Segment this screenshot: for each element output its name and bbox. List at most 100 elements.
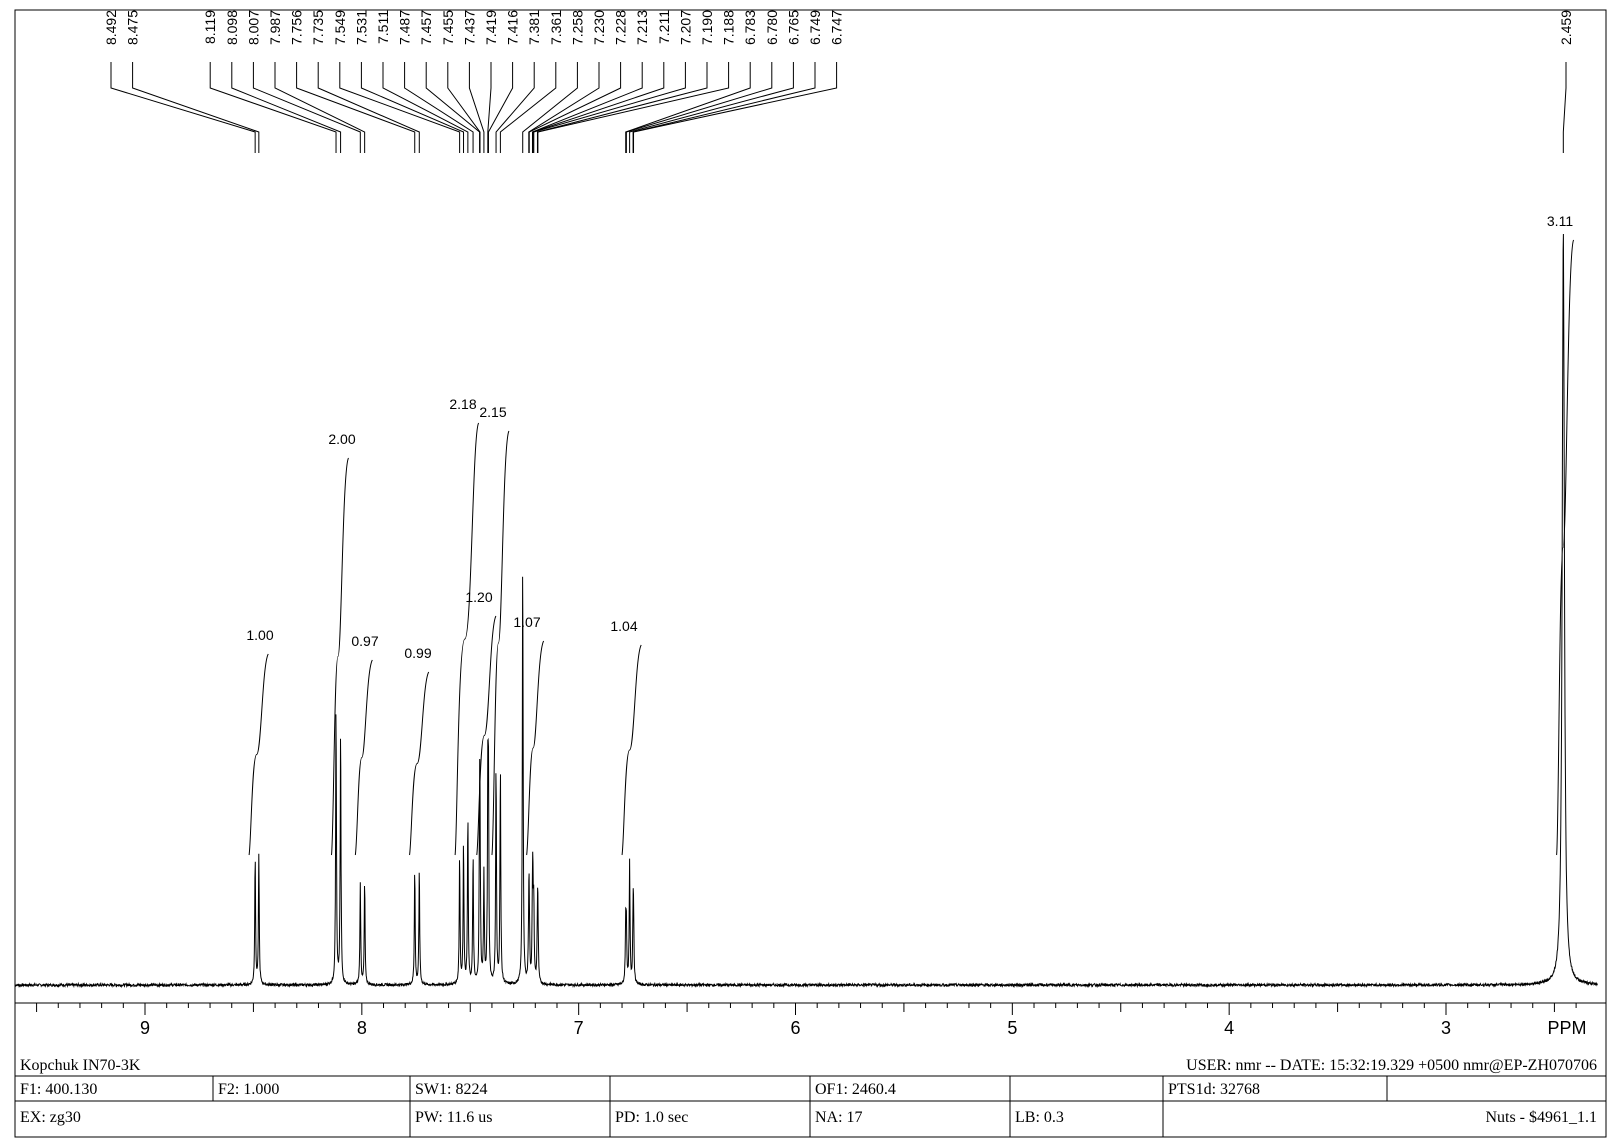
peak-shift-label: 7.258 [569,10,585,45]
integral-curve [454,422,480,856]
x-tick-label: 3 [1441,1018,1451,1038]
integral-curve [409,671,430,856]
param-of1: OF1: 2460.4 [815,1081,896,1098]
peak-shift-label: 7.213 [634,10,650,45]
param-f1: F1: 400.130 [20,1081,97,1098]
peak-leader-line [522,62,578,153]
param-nuts: Nuts - $4961_1.1 [1485,1109,1597,1126]
integral-curve [330,457,349,856]
x-tick-label: 9 [140,1018,150,1038]
peak-leader-line [528,62,600,153]
peak-leader-line [317,62,420,153]
peak-leader-line [532,62,665,153]
peak-shift-label: 8.475 [125,10,141,45]
peak-shift-label: 7.381 [526,10,542,45]
peak-leader-line [296,62,416,153]
peak-leader-line [536,62,708,153]
peak-leader-line [487,62,492,153]
peak-shift-label: 7.457 [418,10,434,45]
integral-curve [354,659,373,856]
peak-shift-label: 2.459 [1558,10,1574,45]
param-sw1: SW1: 8224 [415,1081,487,1098]
peak-leader-line [274,62,366,153]
peak-shift-label: 7.511 [375,10,391,44]
peak-leader-line [404,62,474,153]
peak-shift-label: 7.188 [721,10,737,45]
peak-shift-label: 7.416 [505,10,521,45]
peak-leader-line [468,62,485,153]
integral-value-label: 2.18 [449,396,476,412]
integral-value-label: 1.20 [465,589,492,605]
x-tick-label: 6 [790,1018,800,1038]
acquisition-footer: Kopchuk IN70-3K USER: nmr -- DATE: 15:32… [14,1057,1607,1137]
peak-leader-line [487,62,514,153]
integral-value-label: 1.00 [246,627,273,643]
peak-shift-label: 6.765 [785,10,801,45]
peak-leader-line [632,62,816,153]
peak-shift-label: 8.098 [224,10,240,45]
peak-shift-label: 8.007 [245,10,261,45]
peak-leader-line [537,62,730,153]
peak-leader-line [110,62,256,153]
x-tick-label: 7 [574,1018,584,1038]
peak-leader-line [339,62,461,153]
peak-shift-label: 7.419 [483,10,499,45]
integral-curve [248,653,269,856]
peak-leader-line [625,62,751,153]
peak-leader-line [495,62,535,153]
integral-value-label: 2.15 [479,404,506,420]
peak-leader-line [360,62,465,153]
x-tick-label: 8 [357,1018,367,1038]
peak-shift-label: 7.549 [332,10,348,45]
param-f2: F2: 1.000 [218,1081,279,1098]
peak-leader-line [252,62,361,153]
peak-labels: 8.492 8.475 8.119 8.098 8.007 7.987 7.756 7.735… [103,10,1574,153]
peak-shift-label: 7.190 [699,10,715,45]
peak-shift-label: 7.211 [656,10,672,44]
peak-shift-label: 7.437 [461,10,477,45]
peak-shift-label: 7.735 [310,10,326,45]
x-axis: 9 8 7 6 5 4 3 [15,1002,1606,1038]
peak-shift-label: 7.361 [548,10,564,45]
integral-value-label: 2.00 [328,431,355,447]
peak-leader-line [132,62,260,153]
integral-curve [476,615,497,856]
peak-shift-label: 6.780 [764,10,780,45]
spectrum-trace [14,233,1598,989]
integral-value-label: 1.04 [610,618,637,634]
peak-shift-label: 7.207 [677,10,693,45]
peak-leader-line [1562,62,1567,153]
integral-curve [491,430,510,856]
peak-leader-line [209,62,337,153]
peak-leader-line [528,62,622,153]
peak-shift-label: 6.747 [829,10,845,45]
integral-value-label: 3.11 [1547,213,1573,229]
peak-shift-label: 8.492 [103,10,119,45]
param-pd: PD: 1.0 sec [615,1109,688,1126]
param-lb: LB: 0.3 [1015,1109,1064,1126]
peak-leader-line [231,62,342,153]
peak-shift-label: 7.455 [440,10,456,45]
peak-leader-line [633,62,838,153]
peak-shift-label: 7.230 [591,10,607,45]
peak-leader-line [533,62,686,153]
integral-value-label: 0.99 [404,645,431,661]
peak-leader-line [499,62,557,153]
integral-curve [526,640,545,856]
peak-shift-label: 8.119 [202,10,218,44]
x-tick-label: 4 [1224,1018,1234,1038]
param-pts1d: PTS1d: 32768 [1168,1081,1260,1098]
x-axis-unit-label: PPM [1547,1018,1586,1038]
param-na: NA: 17 [815,1109,863,1126]
peak-leader-line [447,62,481,153]
peak-shift-label: 7.531 [353,10,369,45]
param-ex: EX: zg30 [20,1109,81,1126]
peak-leader-line [629,62,794,153]
peak-shift-label: 7.487 [397,10,413,45]
integral-curves: 1.00 2.00 0.97 0.99 2.18 1.20 2.15 1.07 1.04 3.11 [246,213,1575,856]
integral-curve [1556,239,1575,856]
x-tick-label: 5 [1007,1018,1017,1038]
sample-name: Kopchuk IN70-3K [20,1057,141,1074]
peak-leader-line [382,62,469,153]
